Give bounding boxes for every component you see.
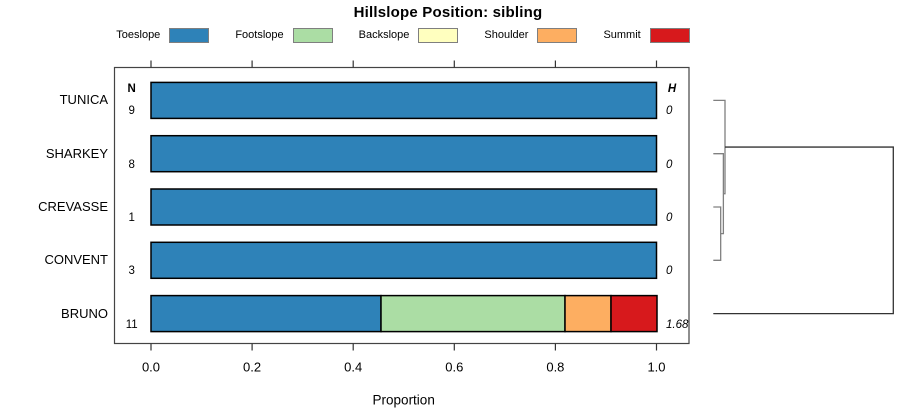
legend: Toeslope Footslope Backslope Shoulder Summit xyxy=(0,25,806,45)
legend-swatch xyxy=(169,27,210,43)
bar-segment-crevasse-toeslope xyxy=(150,188,658,226)
legend-swatch xyxy=(418,27,459,43)
row-label-bruno: BRUNO xyxy=(61,305,108,321)
plot-frame xyxy=(113,66,690,345)
bar-segment-bruno-footslope xyxy=(380,294,566,333)
bar-segment-bruno-toeslope xyxy=(150,294,382,333)
chart-title: Hillslope Position: sibling xyxy=(353,4,543,21)
n-value-bruno: 11 xyxy=(125,318,138,331)
n-value-convent: 3 xyxy=(128,265,135,278)
h-value-convent: 0 xyxy=(666,265,673,278)
bar-segment-convent-toeslope xyxy=(150,241,658,280)
h-column-header: H xyxy=(667,83,677,95)
legend-swatch xyxy=(537,27,578,43)
legend-swatch xyxy=(292,27,333,43)
legend-label: Backslope xyxy=(358,29,410,41)
row-label-crevasse: CREVASSE xyxy=(38,199,108,214)
x-tick-label: 0.2 xyxy=(243,359,262,375)
x-tick-label: 0.0 xyxy=(141,359,161,375)
row-label-tunica: TUNICA xyxy=(59,92,108,108)
x-axis-title: Proportion xyxy=(372,392,435,408)
legend-item-backslope: Backslope xyxy=(358,27,459,43)
legend-item-summit: Summit xyxy=(603,27,690,43)
bar-segment-bruno-shoulder xyxy=(564,294,612,333)
h-value-tunica: 0 xyxy=(666,105,673,118)
h-value-crevasse: 0 xyxy=(666,212,673,224)
h-value-sharkey: 0 xyxy=(666,158,673,171)
dendrogram-merge-m1 xyxy=(713,206,722,261)
legend-item-footslope: Footslope xyxy=(235,27,333,43)
legend-label: Toeslope xyxy=(116,29,161,41)
n-value-crevasse: 1 xyxy=(128,212,135,224)
n-value-sharkey: 8 xyxy=(128,158,135,171)
legend-label: Footslope xyxy=(235,29,284,41)
dendrogram-merge-m4 xyxy=(713,146,894,315)
bar-segment-tunica-toeslope xyxy=(150,81,658,120)
n-value-tunica: 9 xyxy=(128,105,135,118)
legend-item-shoulder: Shoulder xyxy=(484,27,578,43)
legend-item-toeslope: Toeslope xyxy=(116,27,210,43)
dendrogram-merge-m2 xyxy=(713,153,725,235)
x-tick-label: 0.6 xyxy=(445,359,464,375)
row-label-sharkey: SHARKEY xyxy=(45,145,108,161)
bar-segment-sharkey-toeslope xyxy=(150,134,658,173)
legend-label: Shoulder xyxy=(484,29,529,41)
n-column-header: N xyxy=(127,83,136,95)
x-tick-label: 0.8 xyxy=(546,359,565,375)
bar-segment-bruno-summit xyxy=(610,294,658,333)
x-tick-label: 1.0 xyxy=(647,359,666,375)
legend-swatch xyxy=(649,27,690,43)
x-tick-label: 0.4 xyxy=(344,359,363,375)
h-value-bruno: 1.68 xyxy=(666,318,689,331)
row-label-convent: CONVENT xyxy=(44,252,108,268)
legend-label: Summit xyxy=(603,29,641,41)
